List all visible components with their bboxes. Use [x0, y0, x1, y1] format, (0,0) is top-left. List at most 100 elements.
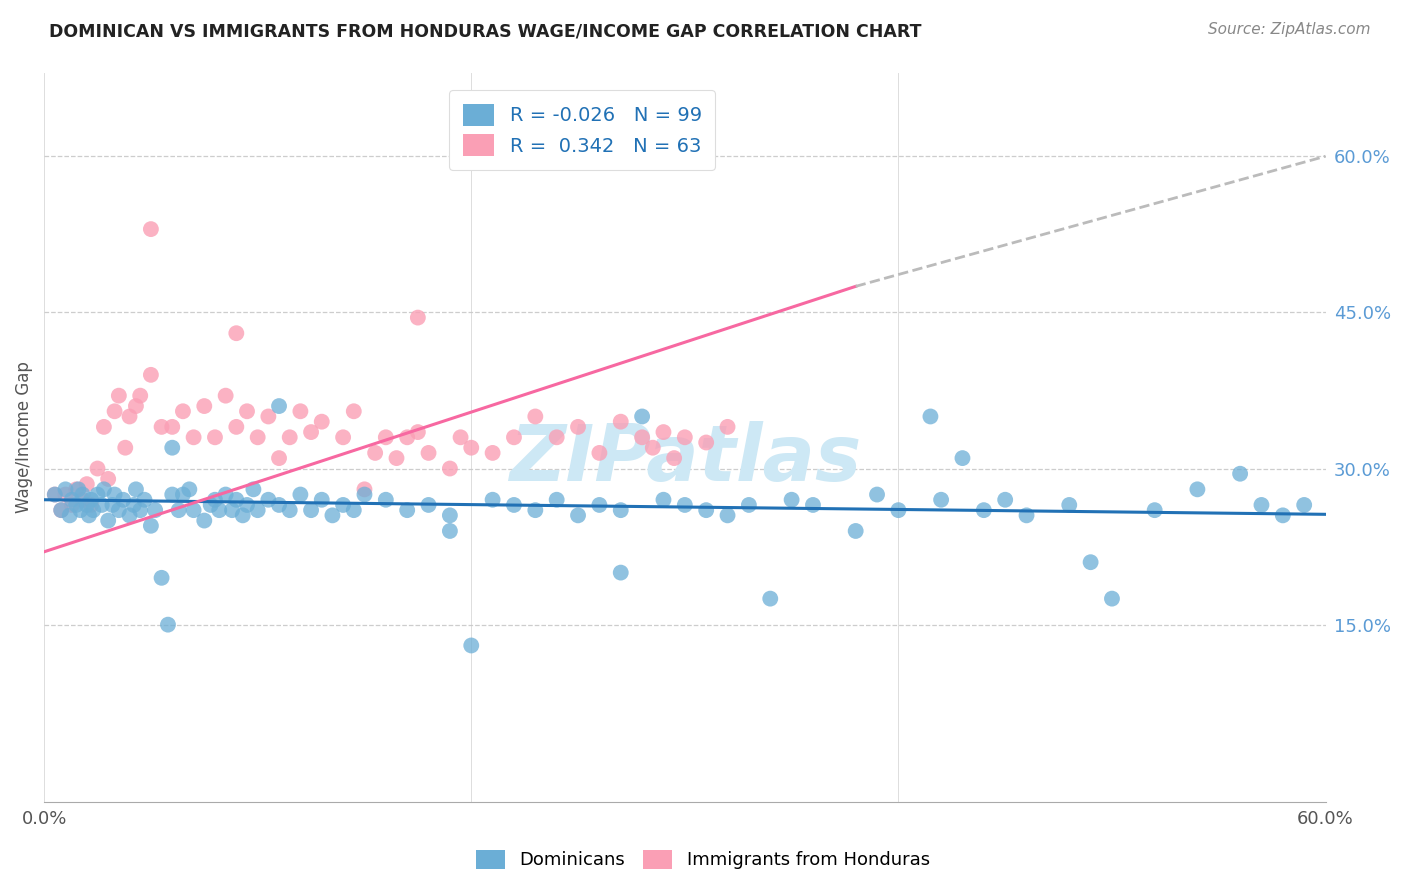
Text: ZIPatlas: ZIPatlas: [509, 421, 860, 497]
Point: [321, 508, 343, 523]
Point: [139, 518, 162, 533]
Point: [44, 487, 66, 501]
Point: [652, 492, 675, 507]
Point: [439, 461, 461, 475]
Point: [418, 498, 440, 512]
Point: [311, 492, 333, 507]
Point: [139, 368, 162, 382]
Point: [86, 461, 108, 475]
Point: [845, 524, 868, 538]
Point: [59, 508, 82, 523]
Point: [97, 514, 120, 528]
Point: [1080, 555, 1102, 569]
Point: [82, 503, 104, 517]
Point: [51, 503, 73, 517]
Point: [311, 415, 333, 429]
Point: [374, 430, 396, 444]
Point: [55, 487, 77, 501]
Point: [232, 508, 254, 523]
Point: [1187, 483, 1209, 497]
Point: [290, 487, 312, 501]
Point: [364, 446, 387, 460]
Point: [93, 420, 115, 434]
Point: [801, 498, 824, 512]
Point: [631, 409, 654, 424]
Point: [246, 503, 269, 517]
Point: [267, 498, 290, 512]
Point: [1229, 467, 1251, 481]
Point: [208, 503, 231, 517]
Point: [80, 492, 103, 507]
Point: [246, 430, 269, 444]
Point: [716, 508, 738, 523]
Point: [108, 503, 131, 517]
Text: Source: ZipAtlas.com: Source: ZipAtlas.com: [1208, 22, 1371, 37]
Text: DOMINICAN VS IMMIGRANTS FROM HONDURAS WAGE/INCOME GAP CORRELATION CHART: DOMINICAN VS IMMIGRANTS FROM HONDURAS WA…: [49, 22, 922, 40]
Point: [1271, 508, 1294, 523]
Point: [759, 591, 782, 606]
Point: [503, 498, 526, 512]
Point: [460, 639, 482, 653]
Point: [343, 404, 366, 418]
Point: [343, 503, 366, 517]
Point: [150, 420, 173, 434]
Point: [887, 503, 910, 517]
Point: [588, 446, 610, 460]
Point: [439, 524, 461, 538]
Point: [695, 503, 717, 517]
Point: [60, 492, 83, 507]
Point: [44, 487, 66, 501]
Point: [460, 441, 482, 455]
Point: [385, 451, 408, 466]
Point: [267, 399, 290, 413]
Point: [610, 503, 633, 517]
Point: [332, 430, 354, 444]
Point: [104, 404, 127, 418]
Point: [221, 503, 243, 517]
Point: [952, 451, 974, 466]
Point: [973, 503, 995, 517]
Point: [193, 514, 215, 528]
Point: [67, 483, 90, 497]
Point: [673, 498, 696, 512]
Point: [183, 503, 205, 517]
Point: [204, 430, 226, 444]
Point: [450, 430, 472, 444]
Point: [118, 409, 141, 424]
Point: [546, 430, 568, 444]
Point: [69, 503, 91, 517]
Point: [588, 498, 610, 512]
Point: [695, 435, 717, 450]
Point: [97, 472, 120, 486]
Point: [524, 409, 547, 424]
Point: [236, 498, 259, 512]
Point: [72, 492, 94, 507]
Point: [150, 571, 173, 585]
Point: [406, 310, 429, 325]
Point: [183, 430, 205, 444]
Point: [1250, 498, 1272, 512]
Point: [77, 508, 100, 523]
Point: [257, 492, 280, 507]
Point: [156, 617, 179, 632]
Point: [994, 492, 1017, 507]
Point: [225, 326, 247, 341]
Point: [242, 483, 264, 497]
Point: [481, 446, 503, 460]
Point: [546, 492, 568, 507]
Point: [225, 492, 247, 507]
Point: [108, 389, 131, 403]
Point: [225, 420, 247, 434]
Point: [610, 566, 633, 580]
Point: [51, 503, 73, 517]
Point: [72, 487, 94, 501]
Point: [172, 404, 194, 418]
Point: [80, 498, 103, 512]
Point: [76, 477, 98, 491]
Point: [65, 483, 87, 497]
Point: [662, 451, 685, 466]
Point: [60, 498, 83, 512]
Point: [65, 498, 87, 512]
Point: [162, 420, 184, 434]
Point: [129, 389, 152, 403]
